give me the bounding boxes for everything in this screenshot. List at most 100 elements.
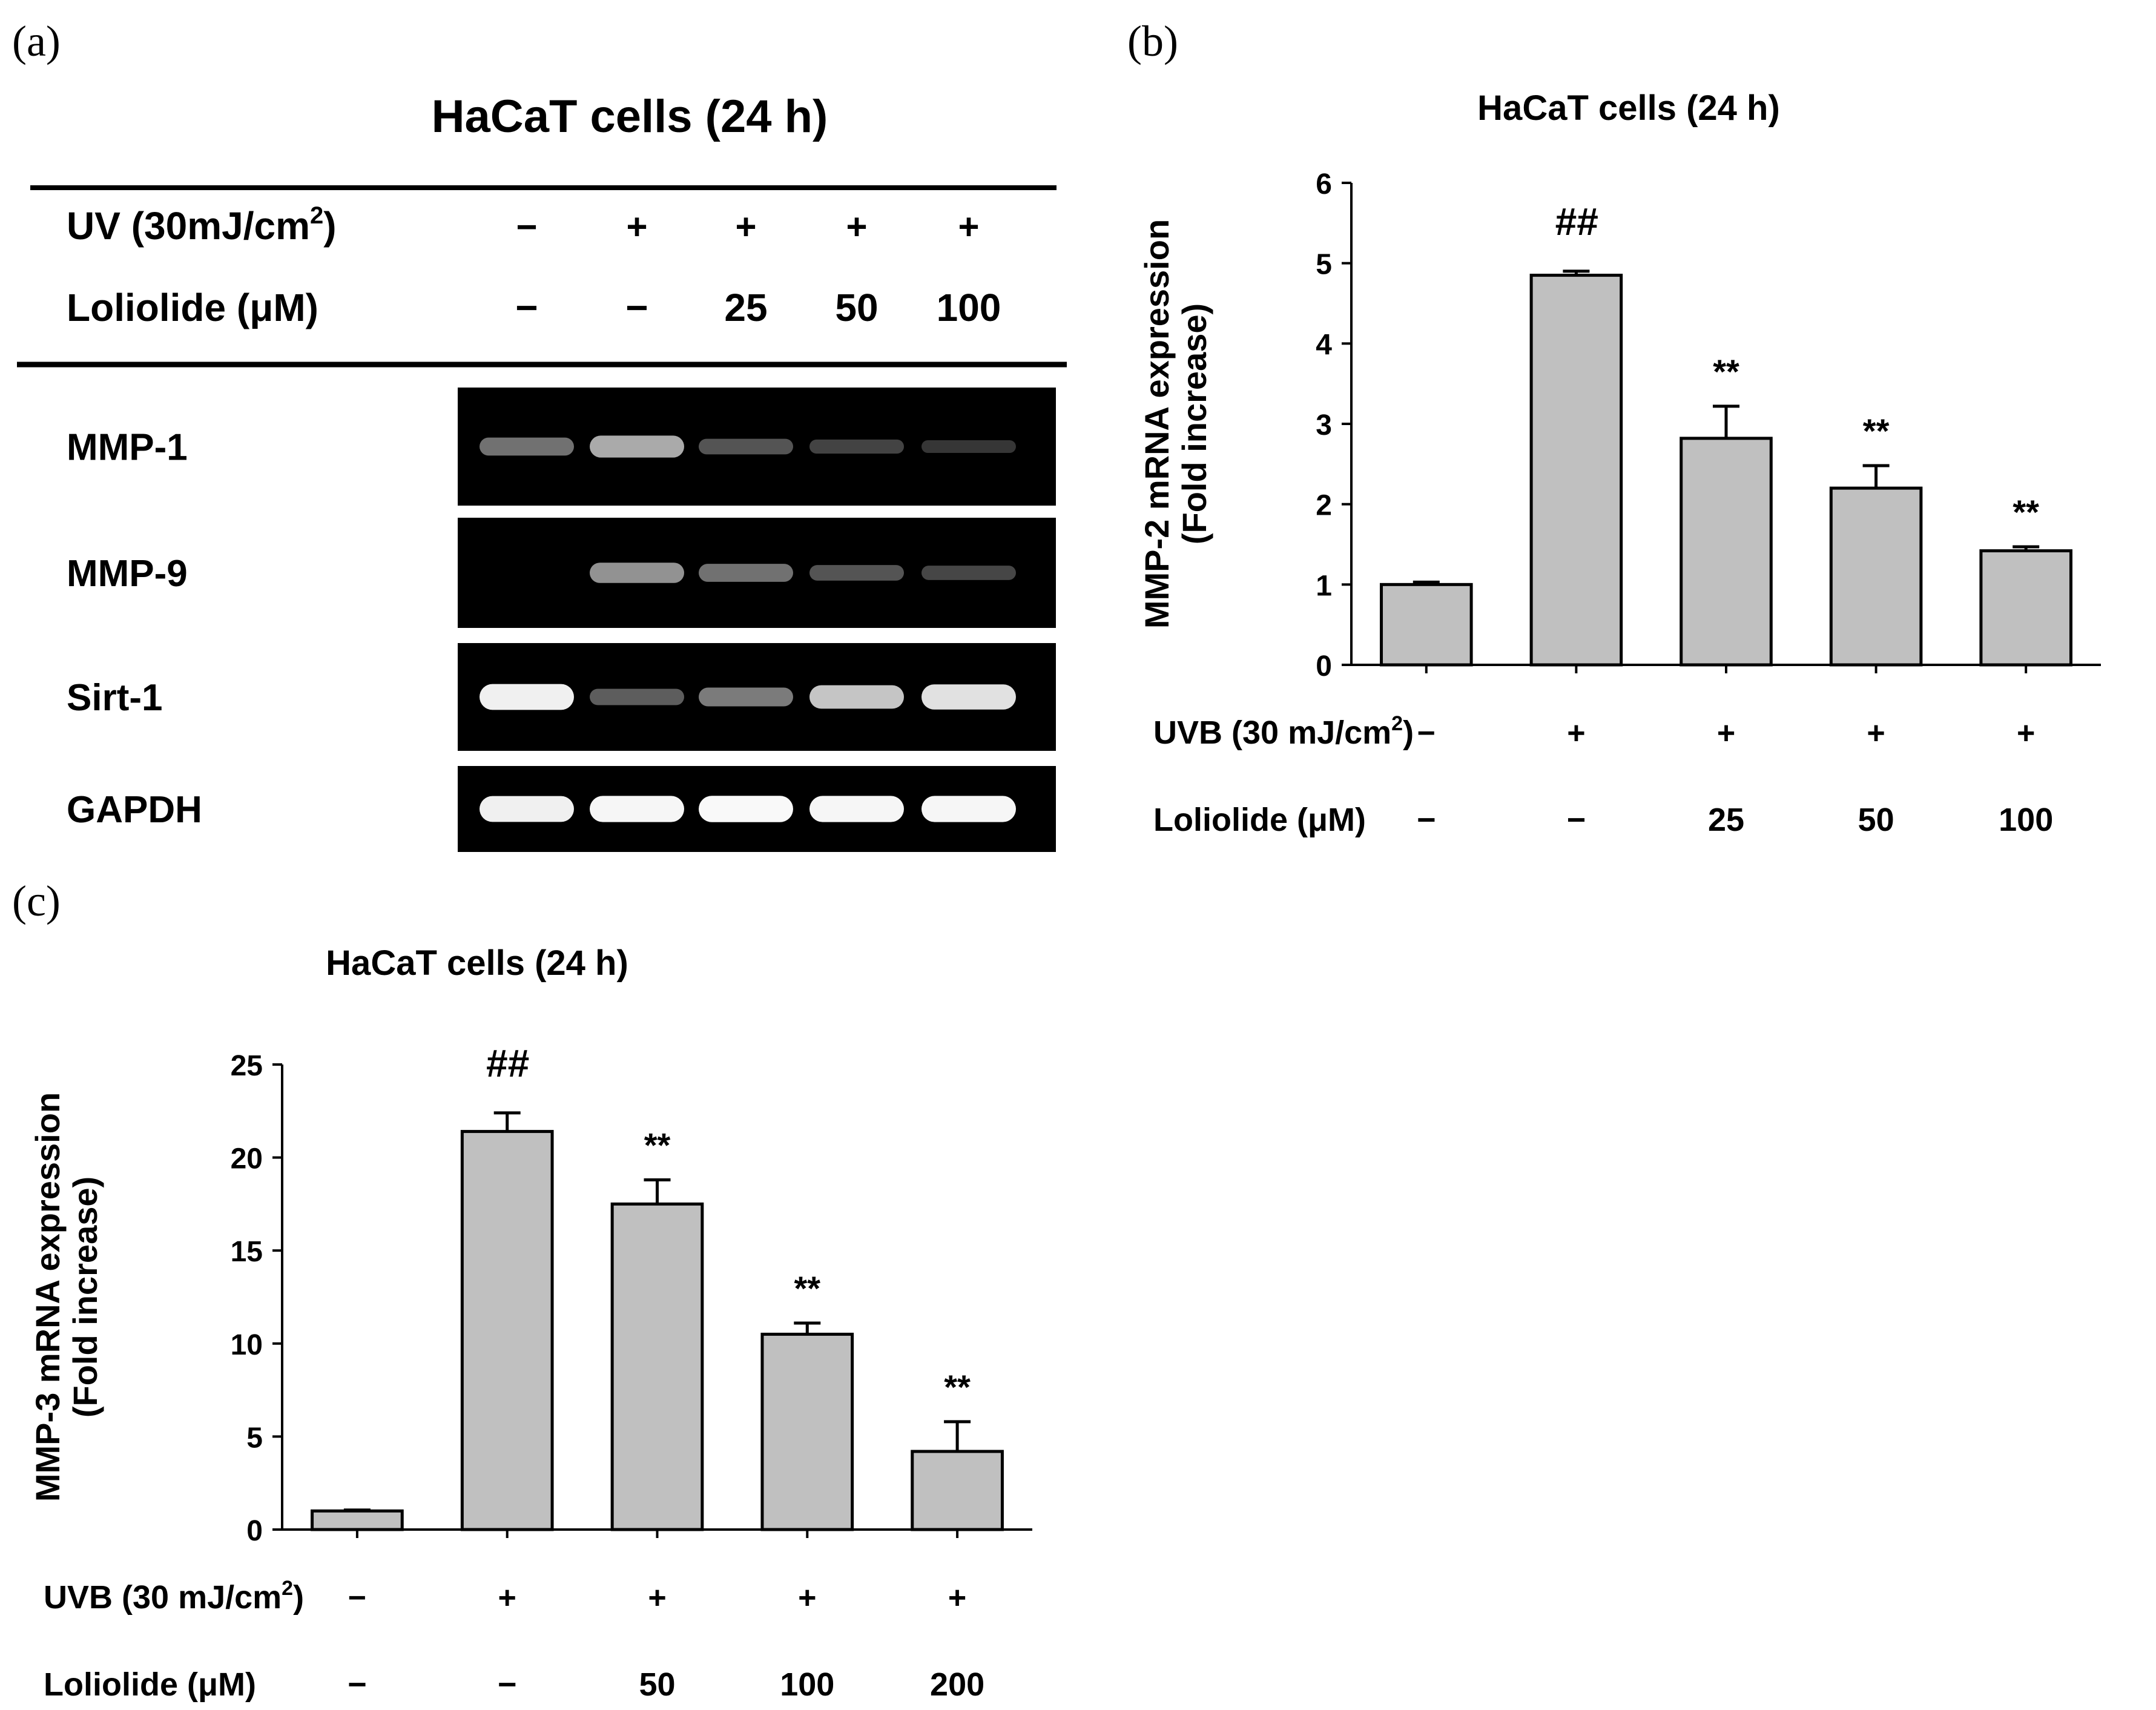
y-tick-label: 25	[231, 1050, 263, 1082]
gel-row-label: Sirt-1	[67, 677, 162, 719]
uvb-value: +	[2017, 716, 2035, 751]
mmp2-bar-chart: HaCaT cells (24 h) MMP-2 mRNA expression(…	[1138, 88, 2101, 838]
y-axis-label: MMP-2 mRNA expression(Fold increase)	[1138, 219, 1213, 629]
panel-a-loliolide-value: 50	[835, 286, 878, 329]
uvb-value: +	[1567, 716, 1585, 751]
bar	[1380, 583, 1473, 667]
bar	[311, 1509, 404, 1531]
panel-a-loliolide-value: −	[515, 286, 538, 329]
gel-band	[480, 684, 574, 710]
loliolide-value: 200	[930, 1666, 984, 1703]
uvb-value: −	[1417, 716, 1436, 751]
y-tick-label: 3	[1316, 409, 1332, 441]
chart-title: HaCaT cells (24 h)	[326, 943, 628, 983]
uvb-value: +	[498, 1580, 516, 1616]
panel-a-gel-image: MMP-1 MMP-9 Sirt-1 GAPDH	[67, 388, 1056, 852]
panel-a-uv-value: +	[735, 206, 756, 247]
bar	[911, 1450, 1004, 1531]
gel-band	[699, 796, 793, 822]
gel-band	[921, 566, 1016, 580]
y-axis-label: MMP-3 mRNA expression(Fold increase)	[28, 1092, 104, 1502]
panel-a-uv-value: +	[846, 206, 867, 247]
panel-a-loliolide-value: −	[625, 286, 648, 329]
gel-band	[921, 796, 1016, 822]
y-tick-label: 5	[1316, 249, 1332, 281]
panel-a-label: (a)	[12, 17, 61, 65]
panel-a-uv-values: − + + + +	[516, 206, 979, 247]
gel-band	[699, 687, 793, 707]
gel-band	[480, 437, 574, 456]
y-tick-label: 2	[1316, 490, 1332, 522]
significance-label: **	[1863, 412, 1890, 450]
gel-band	[699, 438, 793, 455]
y-tick-label: 5	[246, 1422, 263, 1454]
loliolide-value: −	[1567, 802, 1586, 838]
gel-row: Sirt-1	[67, 643, 1056, 751]
bar	[1529, 274, 1623, 667]
gel-row: MMP-9	[67, 518, 1056, 628]
panel-a-uv-label: UV (30mJ/cm2)	[67, 202, 337, 248]
panel-c: (c) HaCaT cells (24 h) MMP-3 mRNA express…	[12, 877, 1032, 1703]
gel-band	[699, 564, 793, 582]
loliolide-value: 50	[1858, 802, 1894, 838]
bar	[1829, 486, 1923, 667]
significance-label: **	[944, 1368, 971, 1406]
bar	[760, 1332, 854, 1531]
significance-label: **	[1713, 352, 1739, 391]
panel-c-label: (c)	[12, 877, 61, 925]
significance-label: ##	[486, 1042, 529, 1085]
gel-row: GAPDH	[67, 766, 1056, 852]
y-tick-label: 0	[1316, 650, 1332, 682]
uvb-value: +	[648, 1580, 666, 1616]
uvb-value: +	[1867, 716, 1885, 751]
gel-band	[590, 796, 684, 822]
significance-label: **	[644, 1126, 671, 1164]
loliolide-value: 100	[1999, 802, 2053, 838]
y-tick-label: 0	[246, 1515, 263, 1547]
uvb-label: UVB (30 mJ/cm2)	[1153, 712, 1414, 751]
gel-band	[921, 440, 1016, 454]
loliolide-label: Loliolide (μM)	[44, 1666, 256, 1703]
y-tick-label: 6	[1316, 168, 1332, 200]
y-tick-label: 1	[1316, 570, 1332, 602]
panel-a: (a) HaCaT cells (24 h) UV (30mJ/cm2) Lol…	[12, 17, 1067, 852]
y-tick-label: 15	[231, 1236, 263, 1268]
significance-label: **	[794, 1269, 821, 1307]
gel-row: MMP-1	[67, 388, 1056, 506]
gel-row-label: GAPDH	[67, 789, 202, 831]
gel-band	[921, 684, 1016, 710]
gel-band	[590, 688, 684, 705]
bar	[1979, 549, 2072, 667]
gel-row-label: MMP-9	[67, 553, 188, 595]
panel-a-uv-value: +	[958, 206, 979, 247]
gel-band	[590, 435, 684, 458]
significance-label: ##	[1555, 200, 1598, 243]
panel-a-loliolide-label: Loliolide (μM)	[67, 286, 318, 329]
panel-a-loliolide-value: 100	[937, 286, 1001, 329]
uvb-value: +	[798, 1580, 816, 1616]
gel-band	[809, 796, 904, 822]
gel-band	[590, 563, 684, 583]
gel-band	[480, 796, 574, 822]
mmp3-bar-chart: HaCaT cells (24 h) MMP-3 mRNA expression(…	[28, 943, 1032, 1703]
panel-a-title: HaCaT cells (24 h)	[432, 91, 828, 142]
panel-b: (b) HaCaT cells (24 h) MMP-2 mRNA express…	[1127, 17, 2101, 838]
loliolide-label: Loliolide (μM)	[1153, 802, 1366, 838]
uvb-value: +	[948, 1580, 966, 1616]
y-tick-label: 10	[231, 1329, 263, 1361]
chart-title: HaCaT cells (24 h)	[1477, 88, 1780, 128]
panel-b-label: (b)	[1127, 17, 1178, 65]
y-tick-label: 4	[1316, 329, 1332, 361]
bar	[610, 1202, 704, 1531]
gel-band	[809, 565, 904, 581]
bar	[460, 1130, 554, 1531]
panel-a-loliolide-values: − − 25 50 100	[515, 286, 1001, 329]
uvb-value: +	[1717, 716, 1735, 751]
loliolide-value: −	[498, 1666, 517, 1703]
uvb-value: −	[348, 1580, 366, 1616]
loliolide-value: 50	[639, 1666, 675, 1703]
gel-band	[809, 685, 904, 709]
loliolide-value: −	[1417, 802, 1436, 838]
panel-a-loliolide-value: 25	[724, 286, 767, 329]
